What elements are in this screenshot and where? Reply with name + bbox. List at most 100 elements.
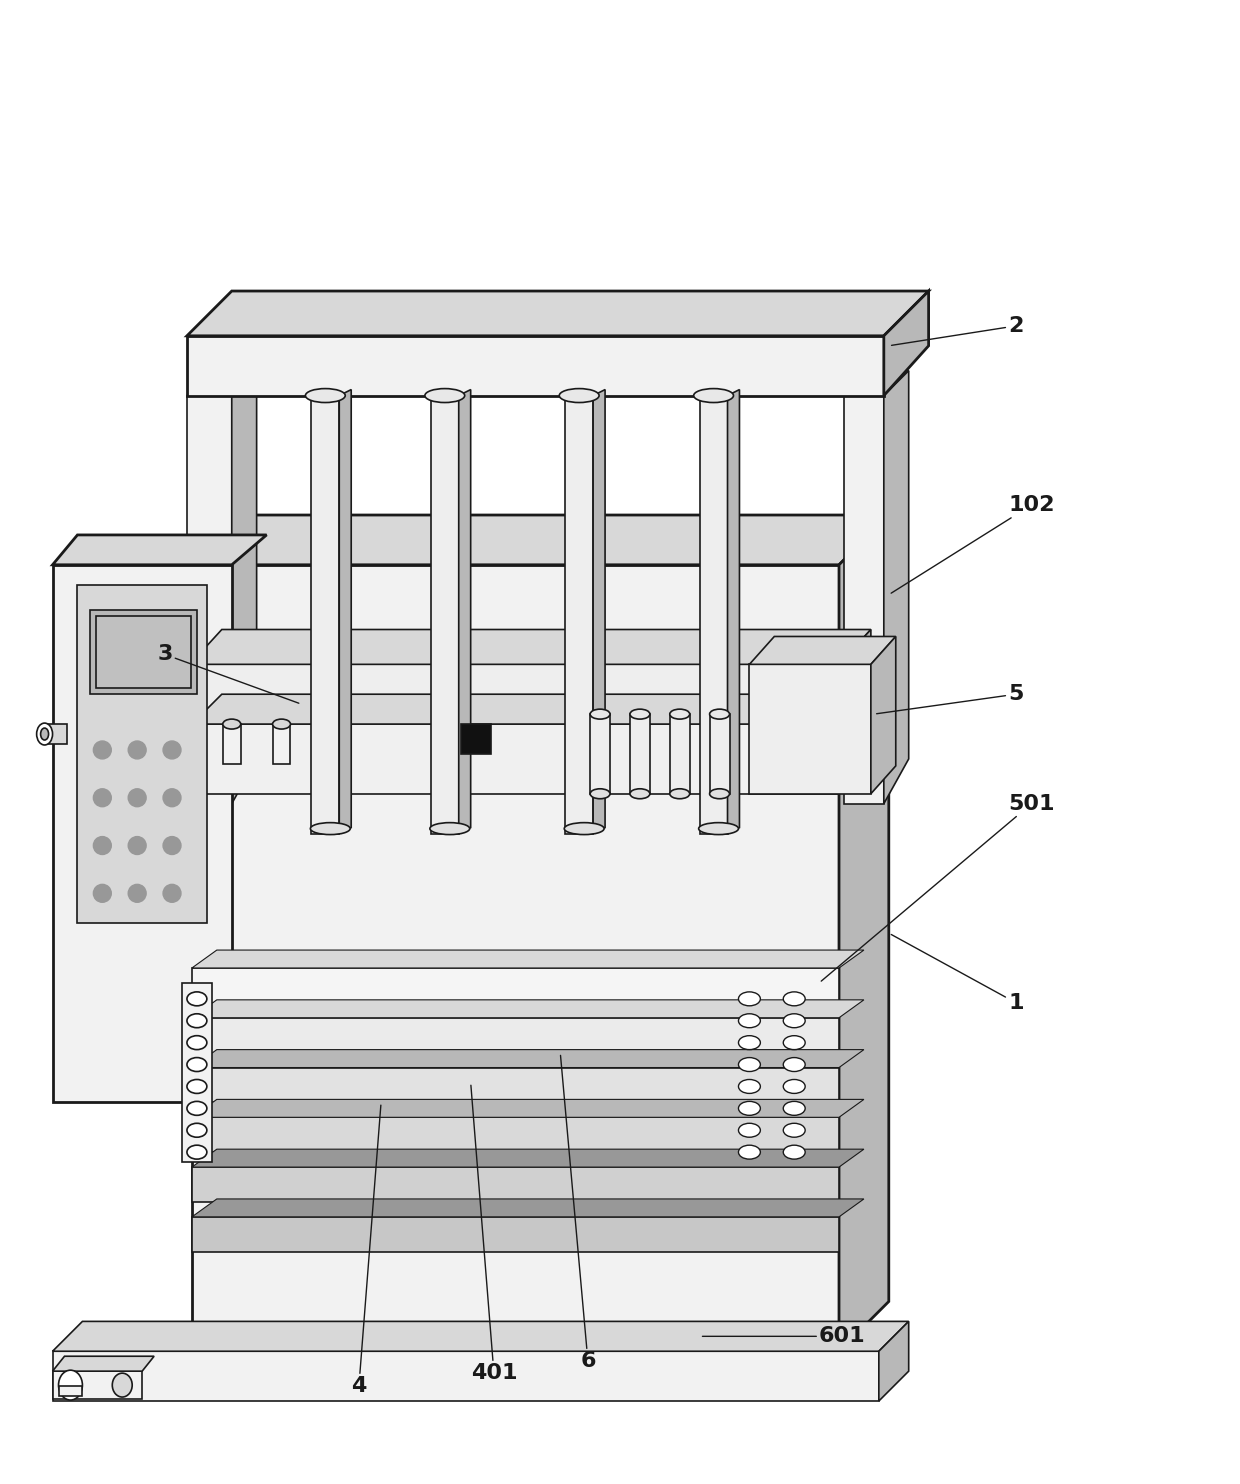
Polygon shape <box>192 1067 839 1103</box>
Polygon shape <box>91 610 197 695</box>
Polygon shape <box>709 714 729 794</box>
Ellipse shape <box>559 389 599 402</box>
Ellipse shape <box>113 1373 133 1396</box>
Polygon shape <box>749 637 895 665</box>
Ellipse shape <box>739 1101 760 1116</box>
Ellipse shape <box>784 1014 805 1028</box>
Ellipse shape <box>693 389 734 402</box>
Polygon shape <box>182 982 212 1162</box>
Polygon shape <box>839 695 869 794</box>
Polygon shape <box>728 390 739 834</box>
Polygon shape <box>77 585 207 923</box>
Ellipse shape <box>739 1146 760 1159</box>
Text: 5: 5 <box>877 684 1024 714</box>
Polygon shape <box>192 724 839 794</box>
Text: 3: 3 <box>157 644 299 703</box>
Polygon shape <box>192 968 839 1003</box>
Polygon shape <box>52 565 232 1103</box>
Ellipse shape <box>425 389 465 402</box>
Polygon shape <box>192 1117 839 1152</box>
Ellipse shape <box>670 789 689 798</box>
Ellipse shape <box>305 389 345 402</box>
Polygon shape <box>884 371 909 804</box>
Polygon shape <box>870 637 895 794</box>
Ellipse shape <box>739 1036 760 1049</box>
Circle shape <box>93 741 112 758</box>
Ellipse shape <box>187 1101 207 1116</box>
Ellipse shape <box>187 1058 207 1071</box>
Polygon shape <box>670 714 689 794</box>
Text: 501: 501 <box>821 794 1055 981</box>
Ellipse shape <box>187 1079 207 1094</box>
Polygon shape <box>192 1199 864 1217</box>
Ellipse shape <box>739 1058 760 1071</box>
Text: 6: 6 <box>560 1055 595 1371</box>
Polygon shape <box>192 950 864 968</box>
Polygon shape <box>187 371 257 396</box>
Circle shape <box>162 884 181 902</box>
Ellipse shape <box>784 991 805 1006</box>
Ellipse shape <box>58 1370 82 1399</box>
Polygon shape <box>232 371 257 804</box>
Ellipse shape <box>187 1146 207 1159</box>
Circle shape <box>162 789 181 807</box>
Ellipse shape <box>784 1123 805 1137</box>
Polygon shape <box>190 665 839 724</box>
Polygon shape <box>187 291 929 335</box>
Polygon shape <box>192 515 889 565</box>
Ellipse shape <box>670 709 689 720</box>
Polygon shape <box>844 396 884 804</box>
Ellipse shape <box>187 1123 207 1137</box>
Polygon shape <box>192 1149 864 1166</box>
Ellipse shape <box>739 1014 760 1028</box>
Polygon shape <box>192 695 869 724</box>
Polygon shape <box>58 1386 82 1396</box>
Polygon shape <box>52 1321 909 1352</box>
Ellipse shape <box>37 723 52 745</box>
Polygon shape <box>192 1018 839 1052</box>
Polygon shape <box>844 371 909 396</box>
Polygon shape <box>187 396 232 804</box>
Text: 1: 1 <box>892 935 1024 1012</box>
Polygon shape <box>52 1371 143 1399</box>
Circle shape <box>128 884 146 902</box>
Ellipse shape <box>187 1014 207 1028</box>
Ellipse shape <box>630 709 650 720</box>
Polygon shape <box>192 1049 864 1067</box>
Polygon shape <box>630 714 650 794</box>
Ellipse shape <box>784 1146 805 1159</box>
Polygon shape <box>192 565 839 1352</box>
Text: 401: 401 <box>471 1085 517 1383</box>
Circle shape <box>128 741 146 758</box>
Circle shape <box>93 789 112 807</box>
Polygon shape <box>461 724 491 754</box>
Ellipse shape <box>310 822 350 834</box>
Ellipse shape <box>430 822 470 834</box>
Polygon shape <box>839 515 889 1352</box>
Polygon shape <box>273 724 290 764</box>
Ellipse shape <box>709 789 729 798</box>
Polygon shape <box>190 629 870 665</box>
Ellipse shape <box>590 789 610 798</box>
Polygon shape <box>192 1217 839 1251</box>
Polygon shape <box>223 724 241 764</box>
Polygon shape <box>311 396 340 834</box>
Ellipse shape <box>709 709 729 720</box>
Text: 601: 601 <box>702 1327 866 1346</box>
Ellipse shape <box>41 729 48 741</box>
Ellipse shape <box>739 991 760 1006</box>
Polygon shape <box>884 291 929 396</box>
Ellipse shape <box>784 1101 805 1116</box>
Ellipse shape <box>784 1079 805 1094</box>
Polygon shape <box>430 396 459 834</box>
Ellipse shape <box>739 1123 760 1137</box>
Ellipse shape <box>784 1058 805 1071</box>
Ellipse shape <box>698 822 739 834</box>
Polygon shape <box>590 714 610 794</box>
Circle shape <box>162 741 181 758</box>
Polygon shape <box>192 1100 864 1117</box>
Text: 4: 4 <box>351 1106 381 1396</box>
Ellipse shape <box>273 720 290 729</box>
Polygon shape <box>52 1356 154 1371</box>
Polygon shape <box>565 396 593 834</box>
